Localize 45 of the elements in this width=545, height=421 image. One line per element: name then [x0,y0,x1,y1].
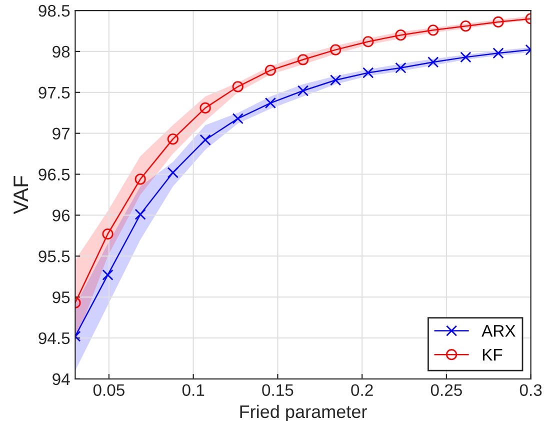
y-tick-label: 97 [52,128,70,140]
point [102,228,114,240]
x-tick-label: 0.15 [262,384,294,396]
point [200,134,211,146]
point [395,30,406,41]
y-axis-title: VAF [14,176,28,214]
y-tick-label: 95 [52,291,70,304]
y-tick-label: 97.5 [38,86,70,99]
point [428,56,439,68]
point [460,52,472,63]
y-tick-label: 96.5 [38,168,70,180]
point [167,167,178,178]
y-tick-label: 94.5 [38,332,70,344]
point [460,20,472,32]
point [297,85,309,96]
x-tick-label: 0.05 [93,384,124,396]
point [167,133,178,145]
point [330,44,342,56]
point [200,102,211,114]
point [264,64,276,76]
point [492,16,504,28]
y-tick-label: 96 [52,210,70,222]
y-tick-label: 94 [52,373,70,386]
point [134,208,146,220]
point [492,48,504,59]
x-tick-label: 0.25 [430,384,462,396]
y-tick-label: 98.5 [38,4,70,17]
point [232,113,244,124]
point [134,174,146,185]
x-tick-label: 0.1 [182,384,204,396]
point [102,269,114,280]
x-tick-label: 0.2 [351,384,373,396]
point [362,67,374,78]
point [232,81,244,92]
point [428,24,439,36]
point [362,36,374,48]
legend-label: ARX [482,325,516,337]
y-tick-label: 98 [52,46,70,58]
x-tick-label: 0.3 [520,384,542,396]
point [330,74,342,86]
point [264,97,276,109]
point [297,54,309,66]
y-tick-label: 95.5 [38,250,70,262]
legend-label: KF [482,348,502,360]
point [395,62,406,74]
